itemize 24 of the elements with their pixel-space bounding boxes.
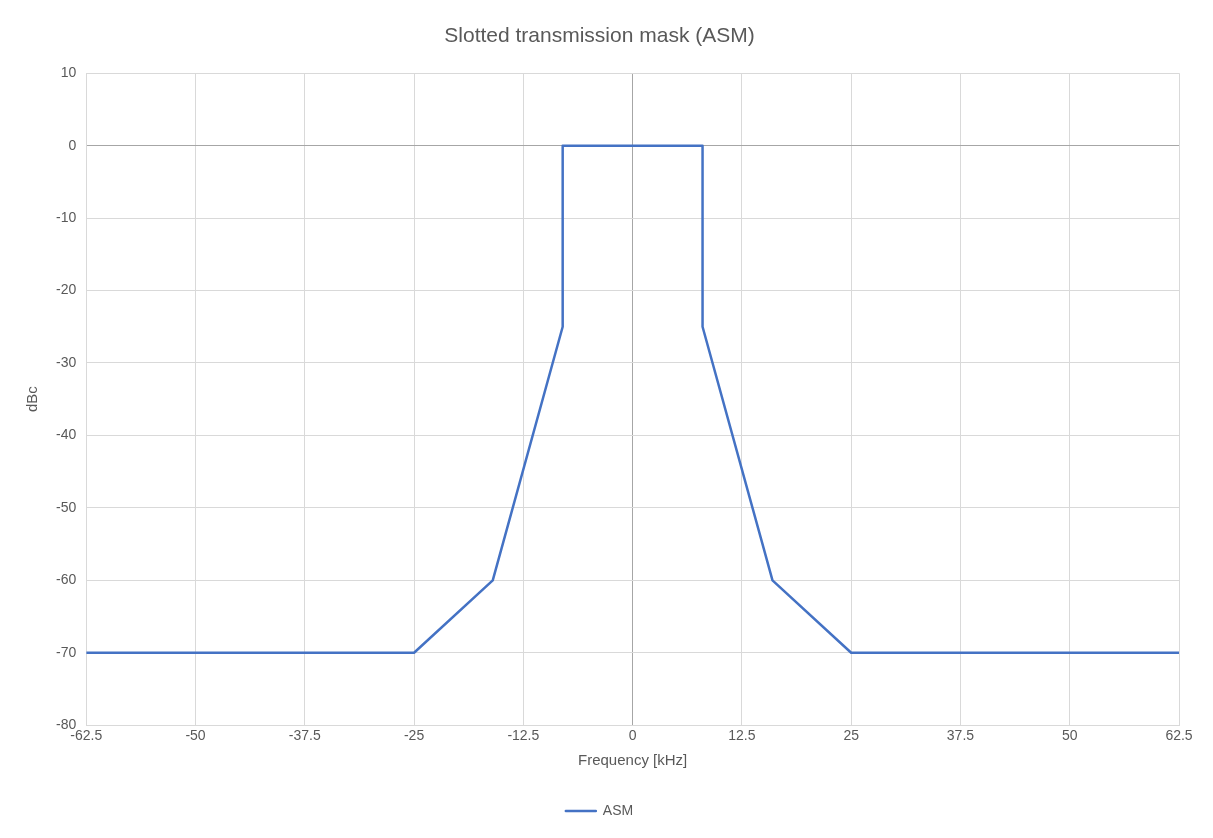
y-tick-label: -60: [56, 571, 77, 588]
y-tick-label: -10: [56, 208, 77, 225]
x-tick-label: -12.5: [507, 727, 540, 744]
y-tick-label: -50: [56, 498, 77, 515]
y-tick-label: -70: [56, 643, 77, 660]
y-tick-label: -30: [56, 353, 77, 370]
x-tick-label: 50: [1061, 727, 1078, 744]
x-tick-label: 12.5: [728, 727, 756, 744]
x-axis-title: Frequency [kHz]: [578, 751, 688, 769]
y-tick-label: -40: [56, 426, 77, 443]
x-tick-label: -25: [403, 727, 425, 744]
y-tick-label: 0: [68, 136, 77, 153]
y-tick-label: -80: [56, 716, 77, 733]
y-tick-label: 10: [60, 64, 77, 81]
y-axis-title: dBc: [23, 385, 41, 413]
y-tick-label: -20: [56, 281, 77, 298]
x-tick-label: -37.5: [288, 727, 321, 744]
chart-title: Slotted transmission mask (ASM): [444, 23, 755, 47]
x-tick-label: 0: [628, 727, 637, 744]
x-tick-label: 62.5: [1165, 727, 1193, 744]
legend-label: ASM: [602, 801, 634, 818]
x-tick-label: 37.5: [946, 727, 975, 744]
x-tick-label: 25: [843, 727, 860, 744]
x-tick-label: -50: [185, 727, 206, 744]
